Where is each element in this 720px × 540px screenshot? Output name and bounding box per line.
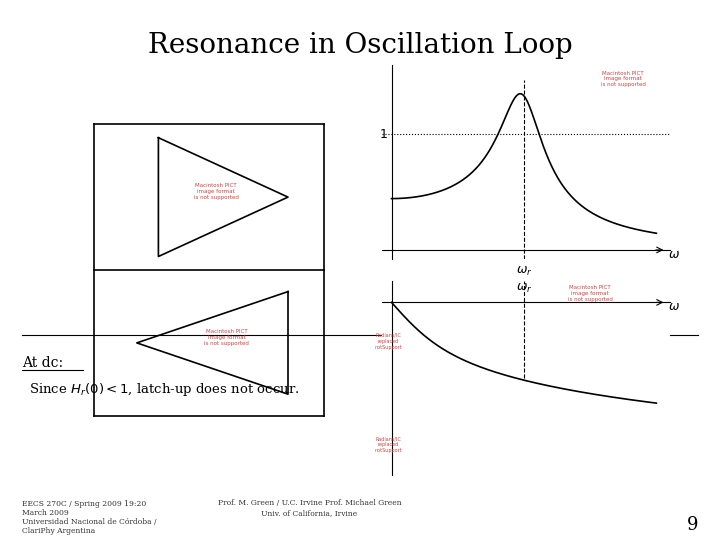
- Text: Resonance in Oscillation Loop: Resonance in Oscillation Loop: [148, 32, 572, 59]
- Text: Since $H_r(0) < 1$, latch-up does not occur.: Since $H_r(0) < 1$, latch-up does not oc…: [29, 381, 300, 397]
- Text: Prof. M. Green / U.C. Irvine Prof. Michael Green
Univ. of California, Irvine: Prof. M. Green / U.C. Irvine Prof. Micha…: [217, 500, 402, 517]
- Text: Radians/IC
replaced
notSupport: Radians/IC replaced notSupport: [374, 437, 402, 453]
- Text: 1: 1: [379, 128, 387, 141]
- Text: Macintosh PICT
image format
is not supported: Macintosh PICT image format is not suppo…: [194, 184, 238, 200]
- Text: Macintosh PICT
image format
is not supported: Macintosh PICT image format is not suppo…: [204, 329, 249, 346]
- Text: Macintosh PICT
image format
is not supported: Macintosh PICT image format is not suppo…: [509, 383, 578, 413]
- Text: EECS 270C / Spring 2009 19:20
March 2009
Universidad Nacional de Córdoba /
Clari: EECS 270C / Spring 2009 19:20 March 2009…: [22, 500, 156, 535]
- Text: $\omega_r$: $\omega_r$: [516, 265, 532, 278]
- Text: At resonance:: At resonance:: [396, 356, 493, 370]
- Text: $\omega$: $\omega$: [668, 248, 680, 261]
- Text: 9: 9: [687, 516, 698, 534]
- Text: At dc:: At dc:: [22, 356, 63, 370]
- Text: Radians/IC
replaced
notSupport: Radians/IC replaced notSupport: [374, 333, 402, 349]
- Text: Macintosh PICT
image format
is not supported: Macintosh PICT image format is not suppo…: [567, 285, 613, 302]
- Text: Macintosh PICT
image format
is not supported: Macintosh PICT image format is not suppo…: [600, 71, 646, 87]
- Text: $\omega_r$: $\omega_r$: [516, 281, 532, 295]
- Text: $\omega$: $\omega$: [668, 300, 680, 313]
- Text: Macintosh PICT
image format
is not supported: Macintosh PICT image format is not suppo…: [396, 383, 475, 416]
